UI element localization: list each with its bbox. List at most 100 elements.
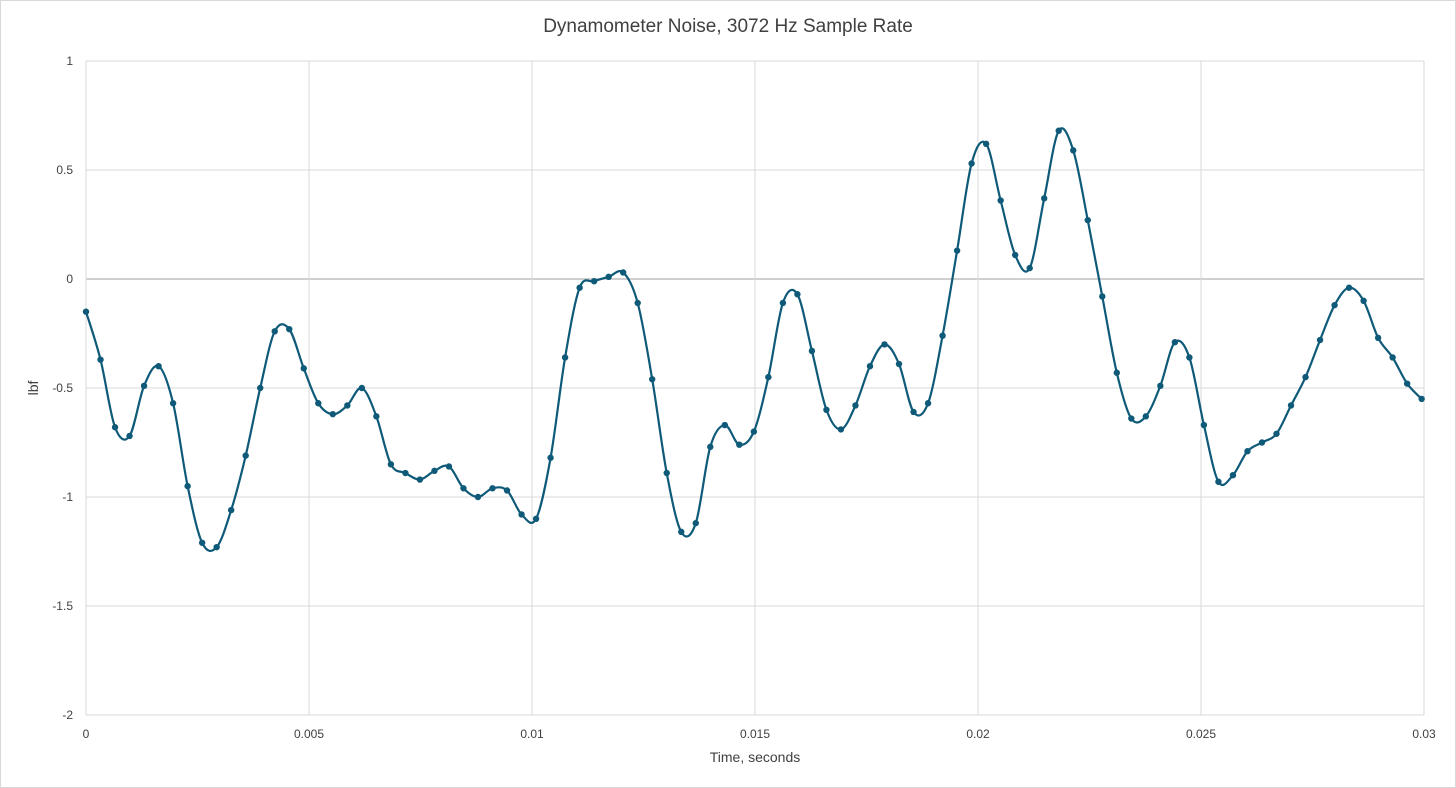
data-point <box>1244 448 1251 455</box>
y-tick-label: 0 <box>66 272 73 286</box>
data-point <box>402 469 409 477</box>
data-point <box>1200 421 1208 429</box>
series-layer <box>82 127 1425 552</box>
y-axis: 1 0.5 0 -0.5 -1 -1.5 -2 <box>52 54 73 722</box>
data-point <box>576 284 583 291</box>
data-point <box>1011 251 1019 259</box>
data-point <box>1026 264 1033 272</box>
data-point <box>997 197 1004 204</box>
data-point <box>649 376 656 383</box>
data-point <box>489 485 496 492</box>
data-point <box>837 426 845 433</box>
data-point <box>808 347 816 355</box>
data-point <box>765 373 772 381</box>
data-point <box>1374 334 1382 342</box>
y-tick-label: -1.5 <box>52 599 73 613</box>
x-tick-label: 0.01 <box>520 727 544 741</box>
data-point <box>605 273 612 281</box>
x-tick-label: 0 <box>83 727 90 741</box>
data-point <box>474 493 482 501</box>
gridlines <box>85 60 1425 716</box>
data-point <box>939 332 946 339</box>
data-point <box>968 160 975 167</box>
data-point <box>1345 284 1353 291</box>
y-tick-label: 1 <box>66 54 73 68</box>
data-point <box>953 247 961 254</box>
data-point <box>794 291 801 298</box>
data-point <box>561 354 569 361</box>
data-point <box>924 400 932 407</box>
data-point <box>678 528 685 536</box>
data-point <box>460 485 467 492</box>
data-point <box>707 443 714 451</box>
data-point <box>736 441 743 448</box>
data-point <box>82 308 90 315</box>
data-point <box>155 363 162 370</box>
data-point <box>1229 472 1237 479</box>
data-point <box>1055 127 1062 134</box>
data-point <box>1142 413 1150 420</box>
data-point <box>227 506 235 514</box>
chart-title: Dynamometer Noise, 3072 Hz Sample Rate <box>543 16 913 37</box>
data-point <box>1171 339 1179 346</box>
data-point <box>532 515 540 522</box>
y-tick-label: -2 <box>62 708 73 722</box>
x-axis: 0 0.005 0.01 0.015 0.02 0.025 0.03 <box>83 727 1436 741</box>
data-point <box>140 382 148 390</box>
data-point <box>1157 382 1164 390</box>
data-point <box>547 454 554 461</box>
y-tick-label: -0.5 <box>52 381 73 395</box>
data-point <box>416 476 424 483</box>
data-point <box>692 519 699 527</box>
data-point <box>1316 336 1324 344</box>
data-point <box>257 384 264 392</box>
y-axis-title: lbf <box>25 381 41 396</box>
x-tick-label: 0.005 <box>294 727 324 741</box>
data-point <box>300 365 307 372</box>
data-point <box>518 511 525 518</box>
data-point <box>881 341 888 348</box>
data-point <box>619 269 627 276</box>
data-point <box>1258 439 1266 446</box>
data-point <box>1084 216 1091 224</box>
data-point <box>1113 369 1120 376</box>
data-point <box>242 452 249 459</box>
data-point <box>97 356 104 363</box>
data-point <box>286 325 293 333</box>
x-tick-label: 0.025 <box>1186 727 1216 741</box>
data-point <box>1215 478 1222 485</box>
data-point <box>1070 147 1077 154</box>
data-point <box>431 467 438 475</box>
data-point <box>1331 301 1338 309</box>
x-tick-label: 0.015 <box>740 727 770 741</box>
data-point <box>982 140 990 148</box>
data-point <box>1389 354 1396 361</box>
data-point <box>184 482 191 490</box>
data-point <box>1302 373 1309 381</box>
data-point <box>721 421 728 429</box>
data-point <box>866 363 874 370</box>
data-point <box>823 406 830 413</box>
data-point <box>590 277 598 285</box>
x-axis-title: Time, seconds <box>710 749 801 765</box>
data-point <box>315 400 322 407</box>
y-tick-label: -1 <box>62 490 73 504</box>
data-point <box>1041 195 1048 202</box>
data-point <box>1273 430 1280 437</box>
data-point <box>895 360 903 368</box>
data-point <box>111 424 119 431</box>
data-point <box>445 463 453 470</box>
data-point <box>271 328 278 335</box>
data-point <box>1403 380 1411 387</box>
data-point <box>344 402 351 409</box>
series-line <box>84 127 1423 552</box>
data-point <box>634 299 641 307</box>
data-point <box>169 400 177 407</box>
data-point <box>503 487 511 494</box>
x-tick-label: 0.03 <box>1412 727 1436 741</box>
data-point <box>1360 297 1367 304</box>
data-point <box>373 413 380 420</box>
y-tick-label: 0.5 <box>56 163 73 177</box>
data-point <box>387 461 395 468</box>
